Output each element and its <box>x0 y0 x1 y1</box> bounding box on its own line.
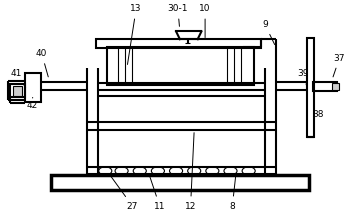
Bar <box>51 175 309 190</box>
Text: 11: 11 <box>150 176 166 211</box>
Text: 40: 40 <box>36 49 48 77</box>
Text: 37: 37 <box>333 54 345 77</box>
Bar <box>25 73 41 102</box>
Text: 41: 41 <box>11 69 26 87</box>
Bar <box>313 82 337 91</box>
Bar <box>13 86 22 96</box>
Bar <box>10 84 25 97</box>
Bar <box>96 39 261 48</box>
Text: 38: 38 <box>312 103 323 119</box>
Bar <box>332 83 339 90</box>
Text: 9: 9 <box>262 20 275 45</box>
Text: 8: 8 <box>229 176 236 211</box>
Bar <box>107 47 254 85</box>
Bar <box>307 38 314 137</box>
Text: 42: 42 <box>27 97 38 110</box>
Text: 30-1: 30-1 <box>168 4 188 26</box>
Text: 39: 39 <box>297 69 309 86</box>
Text: 10: 10 <box>199 4 211 38</box>
Text: 12: 12 <box>185 133 196 211</box>
Text: 13: 13 <box>127 4 142 65</box>
Text: 27: 27 <box>111 176 138 211</box>
